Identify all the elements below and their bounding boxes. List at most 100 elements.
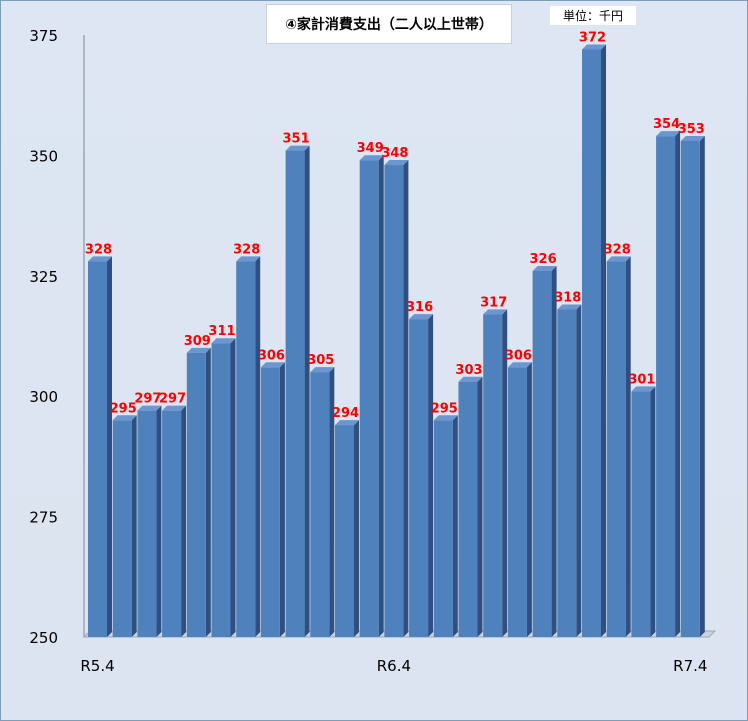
data-label: 306 xyxy=(505,348,532,363)
bar-top xyxy=(236,256,261,262)
bar-front xyxy=(680,140,700,637)
bar-top xyxy=(211,338,236,344)
bar-side xyxy=(230,338,236,637)
bars xyxy=(88,44,705,638)
bar-top xyxy=(680,135,705,141)
bar-front xyxy=(507,367,527,637)
bar xyxy=(236,256,261,637)
bar-side xyxy=(131,415,137,637)
bar-top xyxy=(483,309,508,315)
data-label: 297 xyxy=(159,392,186,407)
bar-front xyxy=(211,343,231,637)
bar-side xyxy=(107,256,112,637)
x-tick-labels: R5.4 R6.4 R7.4 xyxy=(80,657,707,675)
bar xyxy=(88,256,112,637)
bar-front xyxy=(606,261,626,637)
bar-front xyxy=(409,319,429,637)
data-label: 328 xyxy=(604,242,631,257)
bar-side xyxy=(181,405,187,637)
data-label: 311 xyxy=(208,324,235,339)
bar-top xyxy=(384,160,409,166)
bar-front xyxy=(112,420,132,637)
data-label: 306 xyxy=(258,348,285,363)
bar xyxy=(260,362,285,637)
bar-front xyxy=(285,150,305,638)
bar xyxy=(656,131,681,638)
bar-front xyxy=(162,410,182,637)
bar-front xyxy=(656,136,676,638)
data-label: 372 xyxy=(579,30,606,45)
bar xyxy=(310,367,335,637)
bar-top xyxy=(582,44,606,50)
bar xyxy=(335,420,359,637)
bar xyxy=(606,256,631,637)
y-tick-labels: 250 275 300 325 350 375 xyxy=(29,27,58,647)
bar xyxy=(582,44,606,638)
bar-side xyxy=(502,309,508,637)
data-label: 295 xyxy=(431,401,458,416)
bar-front xyxy=(433,420,453,637)
bar-side xyxy=(428,314,434,637)
bar xyxy=(507,362,532,637)
bar-side xyxy=(576,304,582,637)
data-label: 328 xyxy=(233,242,260,257)
bar-side xyxy=(329,367,335,637)
bar-front xyxy=(631,391,651,637)
bar xyxy=(137,405,162,637)
bar-front xyxy=(335,425,354,637)
bar-top xyxy=(458,376,483,382)
bar-side xyxy=(205,347,211,637)
bar-front xyxy=(532,270,552,637)
x-tick-label: R6.4 xyxy=(377,657,411,675)
bar-front xyxy=(186,352,206,637)
bar-front xyxy=(260,367,280,637)
bar-top xyxy=(310,367,335,373)
bar-front xyxy=(88,261,107,637)
bar-top xyxy=(631,386,656,392)
bar-top xyxy=(359,155,384,161)
bar xyxy=(285,145,310,638)
data-labels: 3282952972973093113283063513052943493483… xyxy=(85,30,705,421)
chart-title: ④家計消費支出（二人以上世帯） xyxy=(266,4,512,44)
bar-side xyxy=(378,155,384,637)
bar-top xyxy=(656,131,681,137)
bar-front xyxy=(458,381,478,637)
bar-side xyxy=(625,256,631,637)
data-label: 301 xyxy=(628,372,655,387)
y-tick-label: 275 xyxy=(29,509,58,527)
bar-front xyxy=(236,261,256,637)
data-label: 353 xyxy=(678,122,705,137)
bar xyxy=(483,309,508,637)
bar-top xyxy=(162,405,187,411)
bar-front xyxy=(310,372,330,637)
bar xyxy=(112,415,137,637)
y-tick-label: 350 xyxy=(29,147,58,165)
unit-label: 単位：千円 xyxy=(550,6,636,25)
bar-front xyxy=(359,160,379,637)
bar xyxy=(433,415,458,637)
bar-top xyxy=(409,314,434,320)
bar xyxy=(680,135,705,637)
bar-side xyxy=(452,415,458,637)
bar-top xyxy=(88,256,112,262)
bar xyxy=(409,314,434,637)
bar-top xyxy=(507,362,532,368)
y-tick-label: 250 xyxy=(29,629,58,647)
x-tick-label: R5.4 xyxy=(80,657,114,675)
bar-side xyxy=(354,420,359,637)
bar-front xyxy=(384,165,404,638)
bar-top xyxy=(112,415,137,421)
data-label: 297 xyxy=(134,392,161,407)
data-label: 351 xyxy=(283,132,310,147)
bar-top xyxy=(606,256,631,262)
bar xyxy=(458,376,483,637)
bar-front xyxy=(582,49,601,637)
data-label: 316 xyxy=(406,300,433,315)
data-label: 295 xyxy=(110,401,137,416)
data-label: 318 xyxy=(554,291,581,306)
data-label: 349 xyxy=(357,141,384,156)
bar-top xyxy=(137,405,162,411)
bar-front xyxy=(557,309,577,637)
bar-side xyxy=(675,131,681,638)
